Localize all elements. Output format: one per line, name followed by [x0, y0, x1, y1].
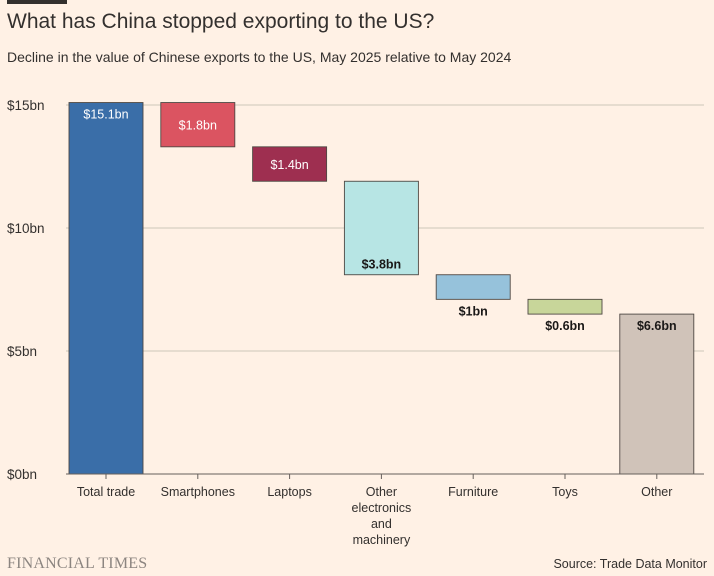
- x-tick-label-line: Furniture: [448, 485, 498, 499]
- data-label: $0.6bn: [545, 319, 585, 333]
- x-tick-label-line: electronics: [352, 501, 412, 515]
- data-label: $1.4bn: [270, 158, 308, 172]
- x-tick-label-line: Smartphones: [161, 485, 235, 499]
- x-tick-label-line: Laptops: [267, 485, 311, 499]
- brand-strip: [7, 0, 67, 4]
- x-tick-label: Toys: [552, 485, 578, 499]
- chart-title: What has China stopped exporting to the …: [7, 10, 435, 33]
- x-tick-label: Laptops: [267, 485, 311, 499]
- x-tick-label: Furniture: [448, 485, 498, 499]
- bar: [619, 313, 695, 475]
- data-label: $15.1bn: [83, 108, 128, 122]
- bars: [68, 102, 695, 475]
- y-tick-label: $5bn: [7, 344, 37, 359]
- bar: [160, 102, 236, 148]
- bar: [68, 102, 144, 475]
- x-tick-label-line: Toys: [552, 485, 578, 499]
- bar: [435, 274, 511, 300]
- waterfall-chart: $0bn $5bn $10bn $15bn Total trade Smartphone…: [7, 98, 704, 547]
- bar: [343, 180, 419, 276]
- source-note: Source: Trade Data Monitor: [553, 557, 707, 571]
- x-tick-label: Other electronics and machinery: [352, 485, 412, 547]
- data-label: $1bn: [459, 304, 488, 318]
- y-tick-label: $15bn: [7, 98, 45, 113]
- x-tick-label: Other: [641, 485, 672, 499]
- ft-logo-text: FINANCIAL TIMES: [7, 555, 148, 572]
- x-tick-label-line: Other: [366, 485, 397, 499]
- chart-subtitle: Decline in the value of Chinese exports …: [7, 49, 512, 65]
- x-tick-label-line: and: [371, 517, 392, 531]
- data-label: $6.6bn: [637, 319, 677, 333]
- bar: [252, 146, 328, 182]
- x-tick-label-line: Other: [641, 485, 672, 499]
- x-tick-label: Total trade: [77, 485, 135, 499]
- x-tick-label: Smartphones: [161, 485, 235, 499]
- bar: [527, 298, 603, 315]
- data-label: $1.8bn: [179, 119, 217, 133]
- data-label: $3.8bn: [362, 258, 402, 272]
- x-tick-label-line: Total trade: [77, 485, 135, 499]
- x-axis: Total trade Smartphones Laptops Other electr…: [66, 473, 704, 547]
- y-tick-label: $10bn: [7, 221, 45, 236]
- y-tick-label: $0bn: [7, 467, 37, 482]
- x-tick-label-line: machinery: [353, 533, 411, 547]
- data-labels: $15.1bn $1.8bn $1.4bn $3.8bn $1bn $0.6bn $6.6b…: [83, 108, 676, 334]
